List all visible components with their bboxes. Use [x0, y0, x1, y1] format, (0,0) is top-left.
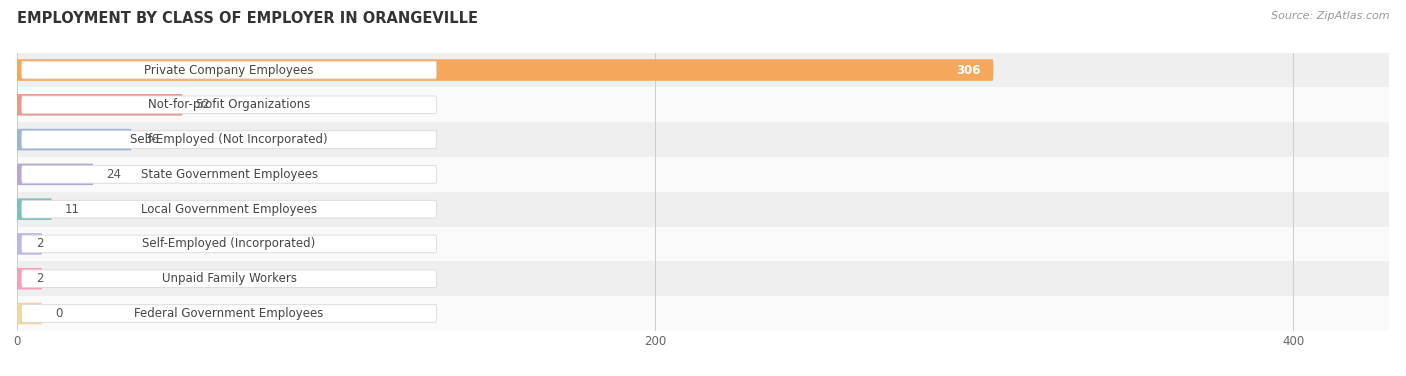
FancyBboxPatch shape — [21, 305, 436, 322]
Text: 24: 24 — [107, 168, 121, 181]
Text: 52: 52 — [195, 98, 211, 111]
Bar — [17, 87, 1389, 122]
Text: Local Government Employees: Local Government Employees — [141, 203, 318, 216]
Bar — [17, 296, 1389, 331]
Text: Unpaid Family Workers: Unpaid Family Workers — [162, 272, 297, 285]
Text: Self-Employed (Not Incorporated): Self-Employed (Not Incorporated) — [131, 133, 328, 146]
FancyBboxPatch shape — [21, 235, 436, 253]
Text: 2: 2 — [37, 272, 44, 285]
Text: Private Company Employees: Private Company Employees — [145, 64, 314, 77]
Bar — [17, 261, 1389, 296]
FancyBboxPatch shape — [17, 268, 42, 290]
FancyBboxPatch shape — [17, 59, 994, 81]
Text: Self-Employed (Incorporated): Self-Employed (Incorporated) — [142, 237, 316, 250]
FancyBboxPatch shape — [21, 96, 436, 114]
Text: 0: 0 — [55, 307, 62, 320]
Bar — [17, 192, 1389, 226]
Text: 11: 11 — [65, 203, 80, 216]
Text: EMPLOYMENT BY CLASS OF EMPLOYER IN ORANGEVILLE: EMPLOYMENT BY CLASS OF EMPLOYER IN ORANG… — [17, 11, 478, 26]
FancyBboxPatch shape — [17, 233, 42, 255]
FancyBboxPatch shape — [17, 164, 93, 185]
Bar — [17, 53, 1389, 88]
FancyBboxPatch shape — [17, 303, 42, 324]
Text: 36: 36 — [145, 133, 159, 146]
FancyBboxPatch shape — [17, 199, 52, 220]
FancyBboxPatch shape — [21, 61, 436, 79]
FancyBboxPatch shape — [21, 165, 436, 183]
FancyBboxPatch shape — [21, 200, 436, 218]
Text: State Government Employees: State Government Employees — [141, 168, 318, 181]
FancyBboxPatch shape — [21, 270, 436, 288]
Text: Source: ZipAtlas.com: Source: ZipAtlas.com — [1271, 11, 1389, 21]
Text: 306: 306 — [956, 64, 980, 77]
Bar — [17, 226, 1389, 261]
Text: 2: 2 — [37, 237, 44, 250]
FancyBboxPatch shape — [17, 94, 183, 115]
Text: Federal Government Employees: Federal Government Employees — [135, 307, 323, 320]
Bar — [17, 157, 1389, 192]
FancyBboxPatch shape — [21, 131, 436, 149]
Bar — [17, 122, 1389, 157]
Text: Not-for-profit Organizations: Not-for-profit Organizations — [148, 98, 311, 111]
FancyBboxPatch shape — [17, 129, 132, 150]
